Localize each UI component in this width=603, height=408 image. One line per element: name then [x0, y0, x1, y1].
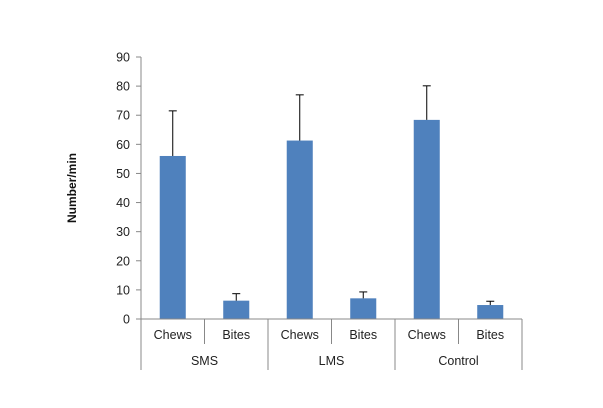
bar: [286, 140, 313, 319]
y-tick-label: 60: [116, 138, 130, 152]
bars: [159, 85, 504, 319]
y-axis-title: Number/min: [65, 153, 79, 223]
bar: [159, 155, 186, 319]
bar: [477, 305, 504, 319]
bar: [350, 298, 377, 319]
bar: [223, 300, 250, 319]
y-tick-label: 70: [116, 109, 130, 123]
group-label: Control: [438, 354, 478, 368]
y-axis: 0 10 20 30 40 50 60 70 80 90: [116, 51, 142, 327]
y-tick-label: 0: [123, 313, 130, 327]
group-label: SMS: [191, 354, 218, 368]
group-label: LMS: [319, 354, 345, 368]
y-tick-label: 40: [116, 196, 130, 210]
y-tick-label: 90: [116, 51, 130, 65]
bar: [413, 119, 440, 319]
y-tick-label: 30: [116, 225, 130, 239]
y-tick-label: 10: [116, 283, 130, 297]
category-label: Chews: [281, 328, 319, 342]
category-label: Bites: [349, 328, 377, 342]
category-label: Bites: [476, 328, 504, 342]
category-label: Bites: [222, 328, 250, 342]
y-tick-label: 50: [116, 167, 130, 181]
category-label: Chews: [154, 328, 192, 342]
category-label: Chews: [408, 328, 446, 342]
x-axis: Chews Bites Chews Bites Chews Bites SMS LMS Cont…: [140, 318, 523, 370]
y-tick-label: 20: [116, 254, 130, 268]
y-tick-label: 80: [116, 80, 130, 94]
